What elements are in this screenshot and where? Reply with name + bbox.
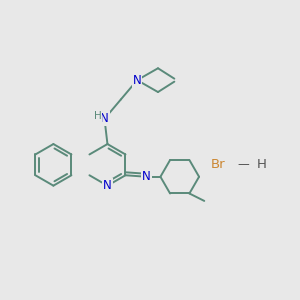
Text: N: N [142, 170, 151, 183]
Text: N: N [103, 179, 112, 192]
Text: Br: Br [211, 158, 226, 171]
Text: N: N [133, 74, 142, 87]
Text: —: — [238, 158, 250, 171]
Text: H: H [94, 111, 102, 122]
Text: H: H [256, 158, 266, 171]
Text: N: N [100, 112, 109, 125]
